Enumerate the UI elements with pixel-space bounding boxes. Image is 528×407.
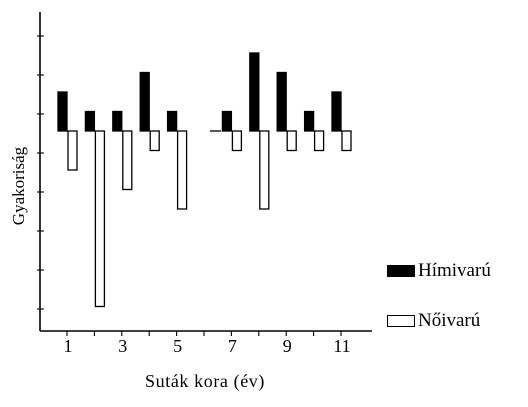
bar-female-2 [94, 130, 106, 308]
bar-male-5 [166, 110, 178, 132]
legend-item-male: Hímivarú [387, 258, 527, 284]
bar-female-1 [67, 130, 78, 171]
legend-item-female: Nőivarú [387, 308, 527, 334]
bar-female-3 [122, 130, 133, 191]
bar-male-11 [331, 91, 342, 132]
bar-female-10 [313, 130, 325, 152]
x-axis-label: Suták kora (év) [145, 371, 265, 392]
bar-female-4 [149, 130, 160, 152]
x-tick-label-7: 7 [228, 336, 237, 356]
x-tick-label-5: 5 [173, 336, 182, 356]
bar-female-11 [341, 130, 352, 152]
bar-male-10 [303, 110, 315, 132]
bar-male-3 [112, 110, 123, 132]
x-tick-label-3: 3 [118, 336, 127, 356]
legend-label-male: Hímivarú [418, 260, 491, 281]
x-ticks: 1 3 5 7 9 11 [64, 336, 351, 356]
bar-female-7 [231, 130, 243, 152]
bar-male-1 [57, 91, 68, 132]
y-axis-label: Gyakoriság [9, 146, 28, 225]
x-tick-label-9: 9 [283, 336, 292, 356]
legend-swatch-female [387, 315, 415, 327]
bar-male-2 [84, 110, 96, 132]
x-tick-label-1: 1 [64, 336, 73, 356]
bar-male-8 [249, 52, 260, 132]
legend-swatch-male [387, 265, 415, 277]
bar-male-7 [221, 110, 233, 132]
axes [37, 12, 372, 336]
legend-label-female: Nőivarú [418, 310, 481, 331]
bars [57, 52, 352, 308]
x-tick-label-11: 11 [333, 336, 350, 356]
bar-female-8 [259, 130, 270, 210]
bar-male-4 [139, 71, 150, 132]
bar-female-9 [286, 130, 297, 152]
bar-male-9 [276, 71, 287, 132]
bar-female-5 [176, 130, 188, 210]
